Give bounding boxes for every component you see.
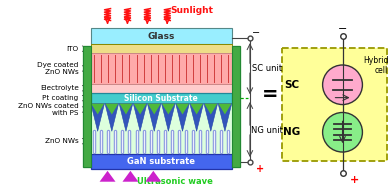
Text: +: + <box>256 164 264 174</box>
Polygon shape <box>162 104 175 131</box>
Text: −: − <box>338 24 347 34</box>
Text: Glass: Glass <box>148 32 175 41</box>
Polygon shape <box>91 104 104 114</box>
FancyBboxPatch shape <box>282 48 387 161</box>
Polygon shape <box>120 104 132 114</box>
Text: Pt coating: Pt coating <box>42 95 79 101</box>
Text: Ultrasonic wave: Ultrasonic wave <box>137 177 213 186</box>
Text: ZnO NWs: ZnO NWs <box>45 138 79 144</box>
Bar <box>91 93 232 104</box>
Bar <box>83 46 240 167</box>
Text: ZnO NWs coated
with PS: ZnO NWs coated with PS <box>18 103 79 116</box>
Circle shape <box>323 65 363 105</box>
Text: NG: NG <box>283 127 300 137</box>
Text: ITO: ITO <box>67 46 79 52</box>
Bar <box>91 28 232 44</box>
Text: =: = <box>261 85 278 104</box>
Bar <box>232 46 240 167</box>
Polygon shape <box>218 104 232 131</box>
Bar <box>91 84 232 93</box>
Text: GaN substrate: GaN substrate <box>127 157 195 166</box>
Text: Electrolyte: Electrolyte <box>40 85 79 91</box>
Bar <box>91 53 232 84</box>
Polygon shape <box>162 104 175 114</box>
Text: Dye coated
ZnO NWs: Dye coated ZnO NWs <box>37 62 79 75</box>
Polygon shape <box>91 104 104 131</box>
Bar <box>91 154 232 169</box>
Bar <box>83 46 91 167</box>
Text: +: + <box>350 175 359 185</box>
Text: Sunlight: Sunlight <box>171 6 214 15</box>
Polygon shape <box>133 104 147 131</box>
Polygon shape <box>218 104 231 114</box>
Bar <box>91 104 232 154</box>
Polygon shape <box>119 104 133 131</box>
Polygon shape <box>190 104 203 131</box>
Polygon shape <box>122 171 138 182</box>
Polygon shape <box>190 104 203 114</box>
Text: Hybrid
cell: Hybrid cell <box>363 56 388 76</box>
Polygon shape <box>147 104 161 131</box>
Bar <box>91 44 232 53</box>
Polygon shape <box>100 171 116 182</box>
Text: NG unit: NG unit <box>251 126 283 135</box>
Polygon shape <box>105 104 119 131</box>
Polygon shape <box>204 104 218 131</box>
Polygon shape <box>105 104 118 114</box>
Polygon shape <box>145 171 161 182</box>
Polygon shape <box>204 104 217 114</box>
Text: SC: SC <box>284 80 299 90</box>
Polygon shape <box>148 104 161 114</box>
Circle shape <box>323 112 363 152</box>
Text: −: − <box>252 28 260 38</box>
Text: Silicon Substrate: Silicon Substrate <box>124 94 198 103</box>
Polygon shape <box>134 104 147 114</box>
Polygon shape <box>176 104 189 114</box>
Text: SC unit: SC unit <box>252 64 282 73</box>
Polygon shape <box>176 104 189 131</box>
